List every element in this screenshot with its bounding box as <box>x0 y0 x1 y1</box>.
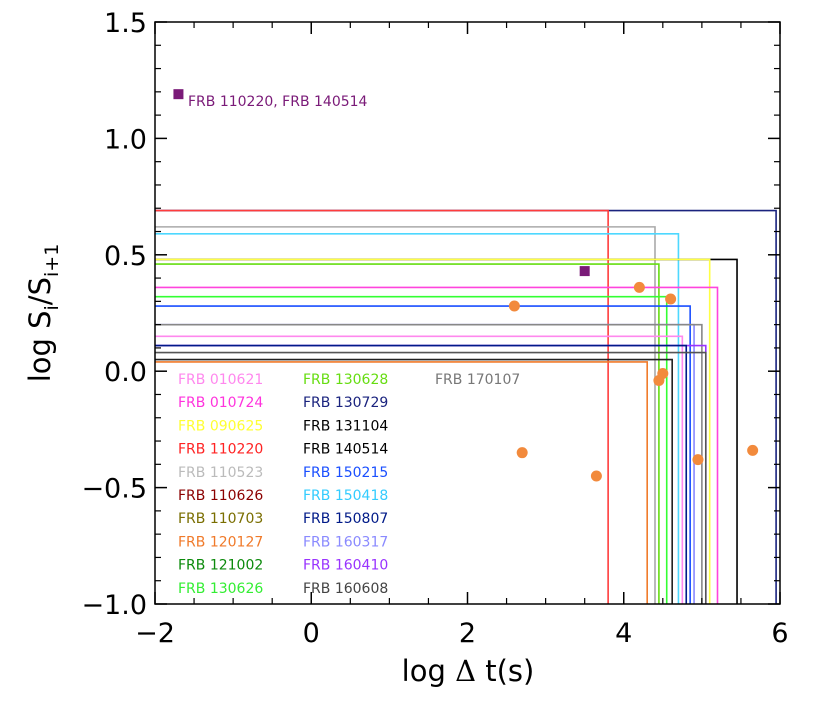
highlight-markers <box>173 89 590 277</box>
box-line-frb-150807 <box>155 344 688 604</box>
box-line-frb-120127 <box>155 361 648 604</box>
legend-item: FRB 150807 <box>303 511 388 527</box>
axis-ticks: −2 0 2 4 6 −1.0 −0.5 0.0 0.5 1.0 1.5 <box>81 8 788 649</box>
legend-item: FRB 130628 <box>303 372 388 388</box>
legend-item: FRB 110220 <box>178 442 263 458</box>
box-lines <box>155 209 777 604</box>
legend-item: FRB 130729 <box>303 395 388 411</box>
y-tick-label: 1.0 <box>104 124 147 155</box>
box-line-frb-130628 <box>155 263 660 604</box>
legend-item: FRB 110523 <box>178 465 263 481</box>
highlight-label: FRB 110220, FRB 140514 <box>188 94 368 110</box>
legend-item: FRB 110703 <box>178 511 263 527</box>
x-tick-label: 6 <box>771 618 788 649</box>
legend-item: FRB 110626 <box>178 488 263 504</box>
box-line-frb-010621 <box>155 335 684 604</box>
y-tick-label: −1.0 <box>81 590 147 621</box>
highlight-marker <box>173 89 184 100</box>
box-line-frb-010724 <box>155 286 719 604</box>
y-axis-title: log Si/Si+1 <box>23 244 63 383</box>
data-point <box>516 447 528 459</box>
legend: FRB 010621 FRB 010724 FRB 090625 FRB 110220… <box>178 372 520 597</box>
data-point <box>657 368 669 380</box>
y-tick-label: 1.5 <box>104 8 147 39</box>
legend-item: FRB 170107 <box>435 372 520 388</box>
y-tick-label: 0.0 <box>104 357 147 388</box>
y-tick-label: −0.5 <box>81 474 147 505</box>
box-line-frb-150215 <box>155 305 691 604</box>
box-line-frb-110220 <box>155 209 609 604</box>
x-tick-label: 4 <box>615 618 632 649</box>
x-axis-title: log Δ t(s) <box>402 654 535 688</box>
x-tick-label: 0 <box>303 618 320 649</box>
box-line-frb-110523 <box>155 226 656 604</box>
data-point <box>665 293 677 305</box>
legend-item: FRB 130626 <box>178 581 263 597</box>
legend-item: FRB 090625 <box>178 418 263 434</box>
highlight-marker <box>579 266 590 277</box>
box-line-frb-170107 <box>155 323 703 604</box>
box-line-frb-150418 <box>155 233 680 604</box>
data-point <box>747 444 759 456</box>
legend-item: FRB 010621 <box>178 372 263 388</box>
data-point <box>508 300 520 312</box>
legend-item: FRB 121002 <box>178 558 263 574</box>
x-tick-label: −2 <box>135 618 175 649</box>
data-points <box>508 281 759 482</box>
box-line-frb-090625 <box>155 258 711 604</box>
box-line-frb-160608 <box>155 351 707 604</box>
box-line-frb-131104 <box>155 358 673 604</box>
legend-item: FRB 131104 <box>303 418 388 434</box>
data-point <box>633 281 645 293</box>
x-tick-label: 2 <box>459 618 476 649</box>
data-point <box>590 470 602 482</box>
legend-item: FRB 150215 <box>303 465 388 481</box>
data-point <box>692 454 704 466</box>
legend-item: FRB 140514 <box>303 442 388 458</box>
y-tick-label: 0.5 <box>104 241 147 272</box>
legend-item: FRB 010724 <box>178 395 263 411</box>
legend-item: FRB 150418 <box>303 488 388 504</box>
legend-item: FRB 160410 <box>303 558 388 574</box>
legend-item: FRB 160317 <box>303 534 388 550</box>
legend-item: FRB 160608 <box>303 581 388 597</box>
legend-item: FRB 120127 <box>178 534 263 550</box>
